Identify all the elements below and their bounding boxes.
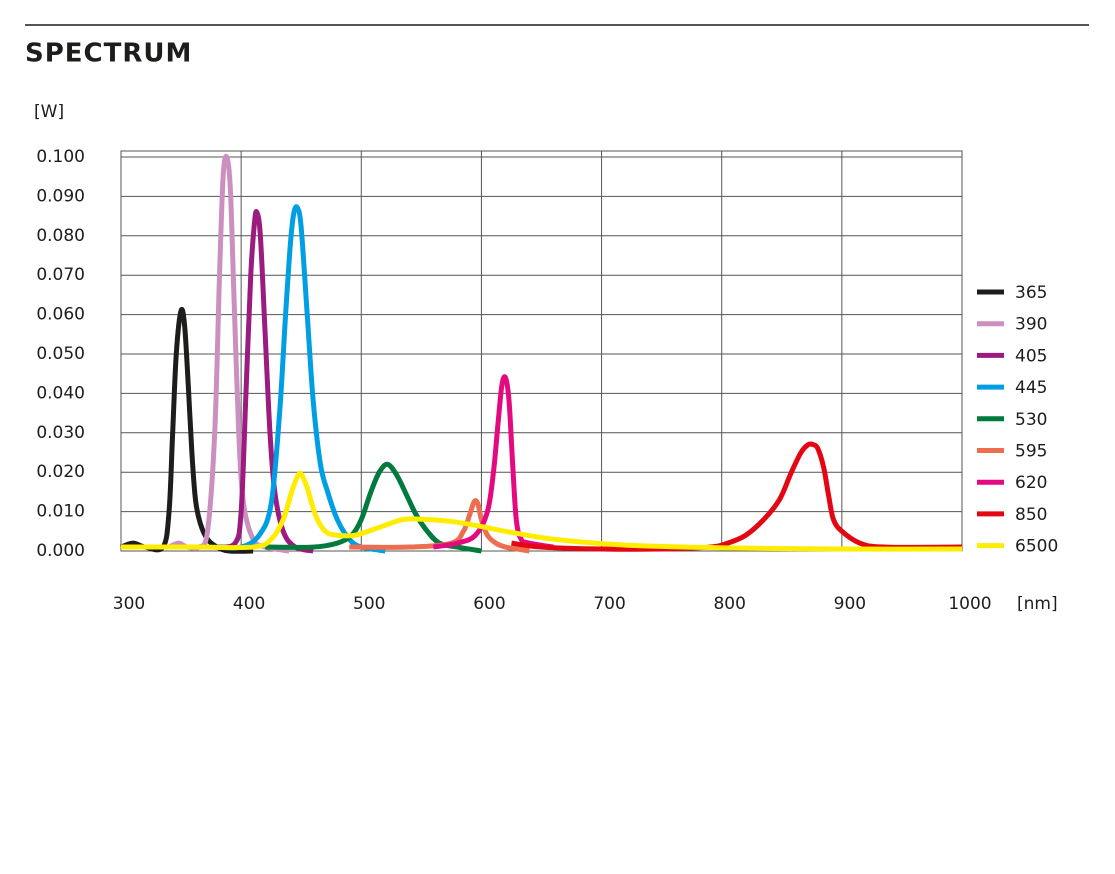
x-tick-label: 700 (593, 594, 625, 614)
legend-label: 595 (1015, 442, 1047, 462)
y-tick-label: 0.060 (36, 305, 85, 325)
x-tick-label: 300 (113, 594, 145, 614)
chart-title: SPECTRUM (25, 39, 192, 69)
legend-label: 365 (1015, 283, 1047, 303)
y-tick-label: 0.020 (36, 462, 85, 482)
y-tick-label: 0.090 (36, 186, 85, 206)
x-tick-label: 900 (834, 594, 866, 614)
x-tick-label: 800 (713, 594, 745, 614)
x-tick-label: 600 (473, 594, 505, 614)
y-tick-label: 0.040 (36, 383, 85, 403)
y-tick-label: 0.070 (36, 265, 85, 285)
y-tick-label: 0.000 (36, 541, 85, 561)
x-axis-label: [nm] (1017, 594, 1058, 614)
y-tick-label: 0.080 (36, 226, 85, 246)
legend-label: 850 (1015, 505, 1047, 525)
legend-label: 445 (1015, 378, 1047, 398)
legend-label: 530 (1015, 410, 1047, 430)
x-tick-label: 400 (233, 594, 265, 614)
y-axis-label: [W] (34, 102, 64, 122)
y-tick-label: 0.050 (36, 344, 85, 364)
spectrum-line (265, 461, 482, 554)
x-tick-label: 500 (353, 594, 385, 614)
y-tick-label: 0.030 (36, 423, 85, 443)
spectrum-line (217, 204, 386, 554)
y-tick-label: 0.010 (36, 502, 85, 522)
legend-label: 620 (1015, 473, 1047, 493)
legend-label: 6500 (1015, 537, 1058, 557)
x-tick-label: 1000 (948, 594, 991, 614)
spectrum-line (121, 470, 963, 552)
y-tick-label: 0.100 (36, 147, 85, 167)
spectrum-line (511, 441, 963, 552)
legend-label: 390 (1015, 315, 1047, 335)
legend-label: 405 (1015, 346, 1047, 366)
spectrum-line (432, 374, 554, 550)
